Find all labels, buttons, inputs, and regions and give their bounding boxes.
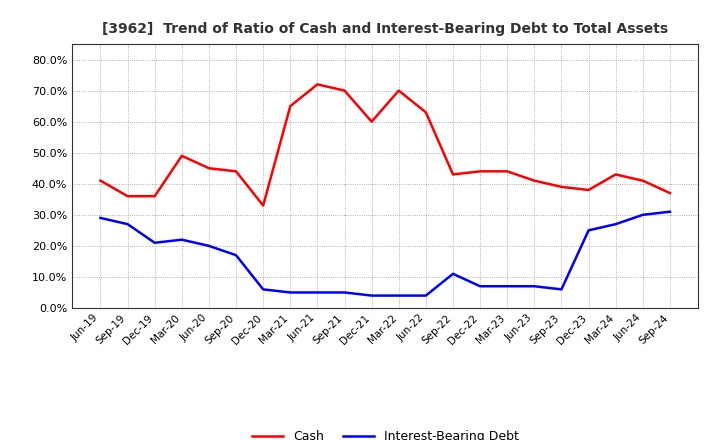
Interest-Bearing Debt [150,240,159,246]
Interest-Bearing Debt [204,243,213,249]
Cash [150,194,159,199]
Cash [639,178,647,183]
Cash [503,169,511,174]
Interest-Bearing Debt [449,271,457,276]
Interest-Bearing Debt [665,209,674,214]
Cash [557,184,566,190]
Cash [96,178,105,183]
Interest-Bearing Debt [530,284,539,289]
Interest-Bearing Debt [232,253,240,258]
Cash [584,187,593,193]
Interest-Bearing Debt [367,293,376,298]
Interest-Bearing Debt [286,290,294,295]
Interest-Bearing Debt [96,215,105,220]
Title: [3962]  Trend of Ratio of Cash and Interest-Bearing Debt to Total Assets: [3962] Trend of Ratio of Cash and Intere… [102,22,668,36]
Interest-Bearing Debt [611,221,620,227]
Line: Interest-Bearing Debt: Interest-Bearing Debt [101,212,670,296]
Cash [476,169,485,174]
Interest-Bearing Debt [421,293,430,298]
Cash [367,119,376,124]
Cash [449,172,457,177]
Cash [178,153,186,158]
Cash [232,169,240,174]
Interest-Bearing Debt [313,290,322,295]
Legend: Cash, Interest-Bearing Debt: Cash, Interest-Bearing Debt [247,425,523,440]
Cash [313,82,322,87]
Cash [204,165,213,171]
Interest-Bearing Debt [584,228,593,233]
Cash [395,88,403,93]
Interest-Bearing Debt [395,293,403,298]
Interest-Bearing Debt [259,287,268,292]
Cash [665,191,674,196]
Interest-Bearing Debt [341,290,349,295]
Cash [259,203,268,208]
Cash [611,172,620,177]
Interest-Bearing Debt [178,237,186,242]
Interest-Bearing Debt [557,287,566,292]
Cash [286,103,294,109]
Cash [123,194,132,199]
Cash [530,178,539,183]
Interest-Bearing Debt [476,284,485,289]
Interest-Bearing Debt [503,284,511,289]
Cash [421,110,430,115]
Line: Cash: Cash [101,84,670,205]
Interest-Bearing Debt [639,212,647,217]
Interest-Bearing Debt [123,221,132,227]
Cash [341,88,349,93]
